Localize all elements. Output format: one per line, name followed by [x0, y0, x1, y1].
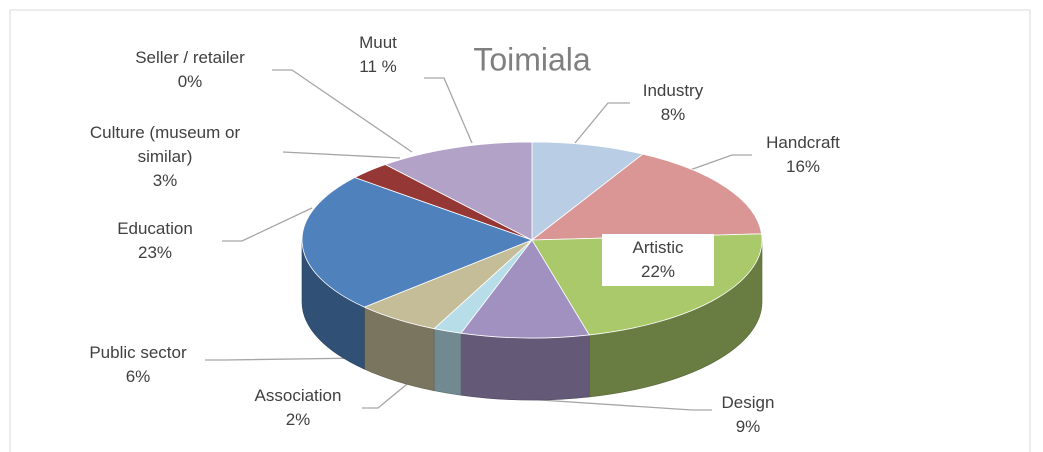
leader-line [282, 151, 401, 159]
slice [531, 141, 644, 241]
data-label: Handcraft 16% [743, 131, 863, 179]
slice-side [460, 332, 590, 401]
leader-line [574, 102, 630, 144]
data-label: Design 9% [698, 391, 798, 439]
value-label: 2% [285, 410, 311, 429]
value-label: 11 % [359, 57, 397, 76]
data-label: Muut 11 % [338, 31, 418, 79]
data-label: Industry 8% [603, 79, 743, 127]
data-label: Artistic 22% [602, 234, 714, 286]
value-label: 22% [640, 262, 676, 281]
leader-line [424, 77, 473, 144]
value-label: 8% [660, 105, 686, 124]
slice [384, 141, 533, 241]
data-label: Culture (museum or similar) 3% [70, 121, 260, 193]
chart-border [9, 9, 1031, 452]
slice [530, 153, 763, 241]
slice [301, 177, 534, 308]
data-label: Public sector 6% [63, 341, 213, 389]
category-label: Design [721, 393, 775, 412]
slice [460, 239, 590, 339]
value-label: 9% [735, 417, 761, 436]
category-label: Industry [642, 81, 704, 100]
data-label: Association 2% [228, 384, 368, 432]
value-label: 23% [137, 243, 173, 262]
data-label: Education 23% [85, 217, 225, 265]
leader-line [689, 154, 752, 171]
chart-title: Toimiala [473, 41, 591, 78]
leader-line [509, 397, 712, 411]
category-label: Handcraft [766, 133, 840, 152]
category-label: Artistic [632, 238, 684, 257]
value-label: 6% [125, 367, 151, 386]
leader-line [222, 207, 313, 242]
category-label: Education [117, 219, 193, 238]
leader-line [272, 69, 413, 153]
leader-line [362, 379, 413, 409]
category-label: Muut [359, 33, 397, 52]
slice-sides [301, 239, 763, 401]
slice-side [433, 328, 462, 396]
category-label: Seller / retailer [135, 48, 245, 67]
leader-line [205, 357, 366, 361]
data-label: Seller / retailer 0% [100, 46, 280, 94]
value-label: 16% [785, 157, 821, 176]
value-label: 3% [152, 171, 178, 190]
category-label: Public sector [89, 343, 187, 362]
category-label: Culture (museum or similar) [89, 123, 241, 166]
leader-lines [205, 69, 752, 411]
category-label: Association [254, 386, 342, 405]
value-label: 0% [177, 72, 203, 91]
